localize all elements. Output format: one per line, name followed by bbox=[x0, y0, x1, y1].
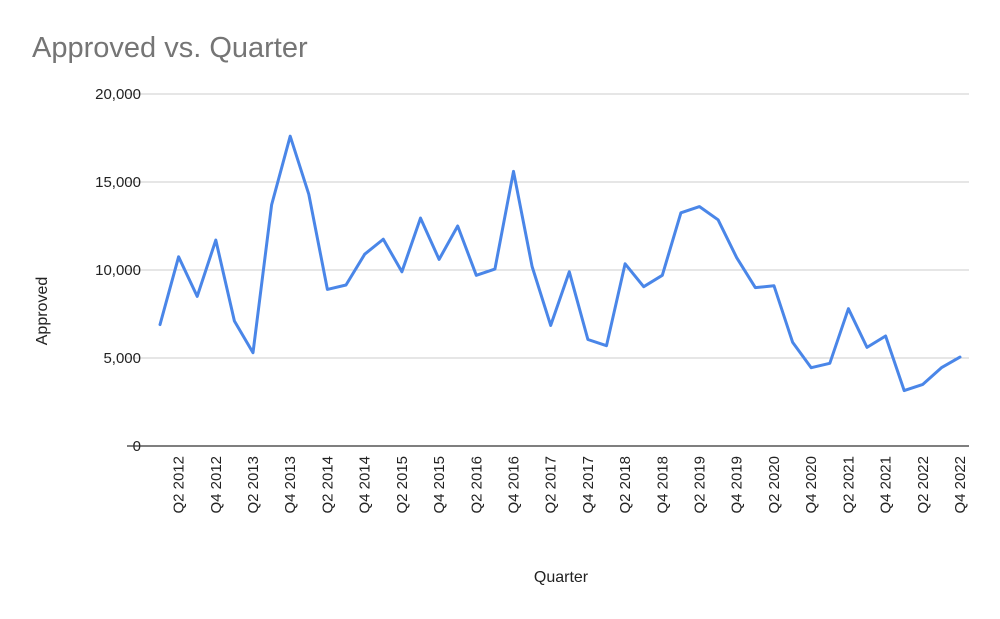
x-tick-label: Q2 2021 bbox=[840, 456, 857, 514]
series-layer bbox=[158, 134, 962, 393]
x-tick-label: Q4 2016 bbox=[505, 456, 522, 514]
x-tick-label: Q2 2022 bbox=[915, 456, 932, 514]
x-tick-label: Q2 2018 bbox=[617, 456, 634, 514]
series-line bbox=[158, 134, 962, 393]
x-tick-label: Q4 2013 bbox=[282, 456, 299, 514]
x-tick-label: Q4 2017 bbox=[580, 456, 597, 514]
x-tick-label: Q4 2018 bbox=[654, 456, 671, 514]
x-tick-label: Q2 2015 bbox=[394, 456, 411, 514]
x-tick-label: Q4 2022 bbox=[952, 456, 969, 514]
x-tick-label: Q4 2014 bbox=[357, 456, 374, 514]
x-tick-label: Q4 2012 bbox=[208, 456, 225, 514]
x-tick-label: Q2 2013 bbox=[245, 456, 262, 514]
y-tick-label: 10,000 bbox=[95, 262, 141, 279]
x-tick-label: Q2 2014 bbox=[319, 456, 336, 514]
x-tick-label: Q4 2021 bbox=[878, 456, 895, 514]
x-axis-title: Quarter bbox=[534, 569, 589, 586]
x-tick-label: Q2 2012 bbox=[171, 456, 188, 514]
y-tick-label: 20,000 bbox=[95, 86, 141, 103]
x-tick-label: Q4 2020 bbox=[803, 456, 820, 514]
x-tick-label: Q2 2019 bbox=[692, 456, 709, 514]
chart-title: Approved vs. Quarter bbox=[32, 32, 308, 64]
x-tick-label: Q4 2015 bbox=[431, 456, 448, 514]
x-axis-tick-labels: Q2 2012 Q4 2012 Q2 2013 Q4 2013 Q2 2014 Q4 20… bbox=[171, 456, 969, 514]
x-tick-label: Q2 2016 bbox=[468, 456, 485, 514]
y-tick-label: 15,000 bbox=[95, 174, 141, 191]
gridlines bbox=[127, 93, 969, 359]
x-tick-label: Q2 2017 bbox=[543, 456, 560, 514]
y-tick-label: 5,000 bbox=[103, 350, 141, 367]
x-tick-label: Q4 2019 bbox=[729, 456, 746, 514]
x-tick-label: Q2 2020 bbox=[766, 456, 783, 514]
y-axis-title: Approved bbox=[34, 277, 51, 346]
